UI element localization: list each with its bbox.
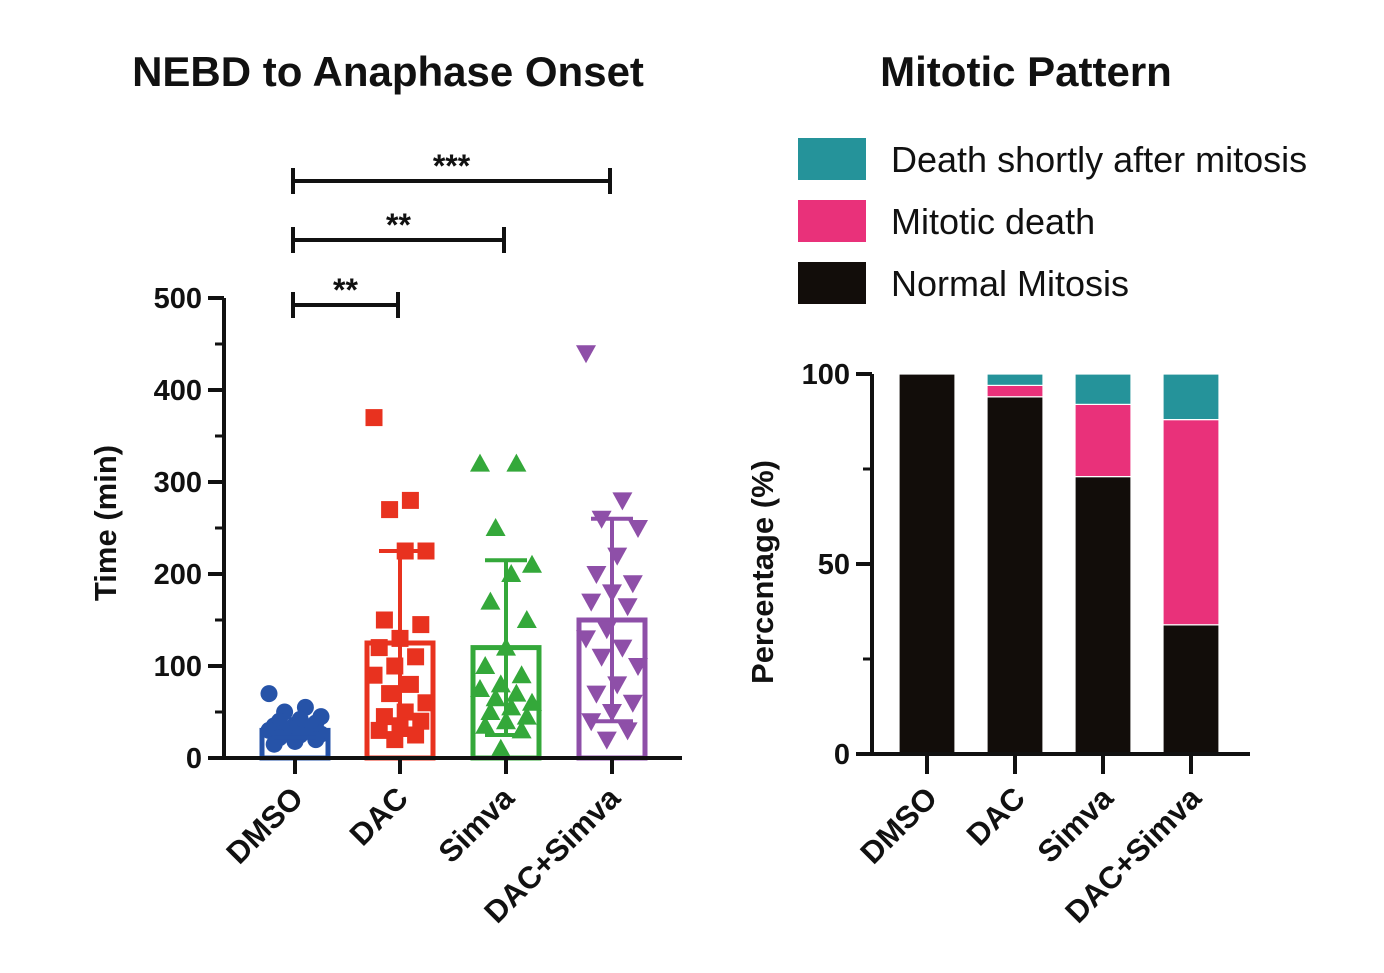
point-dac-simva — [612, 492, 633, 511]
point-simva — [522, 692, 542, 711]
point-dac-simva — [628, 658, 648, 676]
point-simva — [475, 715, 496, 734]
point-dac — [381, 685, 399, 703]
point-simva — [475, 656, 496, 674]
point-dac-simva — [591, 648, 612, 667]
y-tick-label: 400 — [154, 375, 202, 407]
point-simva — [485, 688, 506, 707]
chart1-y-axis-label: Time (min) — [88, 445, 123, 601]
point-dac-simva — [576, 345, 596, 364]
point-dac — [401, 491, 419, 509]
point-simva — [511, 665, 532, 684]
point-dac — [412, 712, 430, 730]
point-simva — [522, 554, 542, 573]
bar-segment-death-shortly-after-mitosis-simva — [1074, 373, 1132, 405]
bar-segment-normal-mitosis-simva — [1074, 476, 1132, 755]
chart1-title: NEBD to Anaphase Onset — [132, 48, 644, 95]
legend-swatch-death-shortly-after-mitosis — [798, 138, 866, 180]
legend-swatch-normal-mitosis — [798, 262, 866, 304]
y-tick-label: 50 — [818, 549, 850, 581]
point-simva — [516, 706, 537, 725]
significance-label: ** — [386, 207, 411, 243]
chart2-title: Mitotic Pattern — [880, 48, 1172, 95]
y-tick-label: 0 — [186, 743, 202, 775]
y-tick-label: 300 — [154, 467, 202, 499]
significance-label: ** — [333, 272, 358, 308]
point-dac — [375, 611, 393, 629]
bar-segment-mitotic-death-dac — [986, 384, 1044, 398]
bar-segment-death-shortly-after-mitosis-dac — [986, 373, 1044, 386]
point-dac-simva — [586, 566, 607, 584]
point-dac-simva — [596, 731, 617, 750]
y-tick-label: 100 — [154, 651, 202, 683]
significance-label: *** — [433, 148, 471, 184]
y-tick-label: 500 — [154, 283, 202, 315]
point-dac — [375, 708, 393, 726]
point-simva — [506, 453, 527, 472]
bar-segment-normal-mitosis-dac-simva — [1162, 624, 1220, 755]
point-dac — [412, 616, 430, 634]
point-dac-simva — [586, 685, 607, 704]
point-dac-simva — [581, 593, 602, 612]
chart2-stacked-bars — [898, 373, 1220, 755]
bar-segment-mitotic-death-simva — [1074, 403, 1132, 478]
point-simva — [506, 683, 527, 702]
point-dac — [417, 694, 435, 712]
point-dac-simva — [617, 722, 638, 741]
point-dac-simva — [628, 520, 648, 538]
point-dac — [417, 542, 435, 560]
legend-swatch-mitotic-death — [798, 200, 866, 242]
y-tick-label: 200 — [154, 559, 202, 591]
y-tick-label: 0 — [834, 739, 850, 771]
point-simva — [470, 679, 490, 697]
bar-segment-death-shortly-after-mitosis-dac-simva — [1162, 373, 1220, 421]
point-dac — [365, 409, 383, 427]
point-dac — [381, 501, 399, 519]
point-simva — [490, 738, 511, 757]
legend-label-death-shortly-after-mitosis: Death shortly after mitosis — [891, 139, 1307, 180]
point-dmso — [260, 685, 278, 703]
legend: Death shortly after mitosis Mitotic death… — [798, 138, 1307, 304]
legend-label-mitotic-death: Mitotic death — [891, 201, 1095, 242]
point-dmso — [265, 735, 283, 753]
point-dac-simva — [622, 694, 643, 713]
point-dac-simva — [576, 630, 596, 649]
point-dac-simva — [622, 575, 643, 594]
y-tick-label: 100 — [802, 359, 850, 391]
bar-segment-normal-mitosis-dmso — [898, 373, 956, 755]
chart2-y-axis-label: Percentage (%) — [745, 460, 780, 684]
point-dac-simva — [612, 639, 633, 658]
point-dac — [401, 675, 419, 693]
point-simva — [485, 518, 506, 536]
point-simva — [470, 453, 490, 472]
point-dac-simva — [617, 598, 638, 617]
bar-segment-mitotic-death-dac-simva — [1162, 419, 1220, 626]
point-simva — [480, 591, 501, 610]
point-simva — [480, 702, 501, 720]
point-simva — [516, 610, 537, 628]
significance-brackets: ******* — [291, 148, 612, 318]
point-dac — [407, 648, 425, 666]
point-dac — [365, 666, 383, 684]
bar-segment-normal-mitosis-dac — [986, 396, 1044, 755]
point-dac — [370, 639, 388, 657]
chart1-error-bars — [274, 516, 633, 740]
legend-label-normal-mitosis: Normal Mitosis — [891, 263, 1129, 304]
